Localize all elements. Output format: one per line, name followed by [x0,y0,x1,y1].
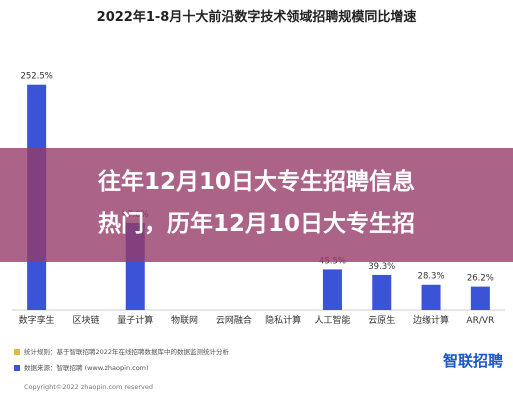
category-label-4: 云网融合 [216,314,252,326]
category-label-0: 数字孪生 [19,314,55,326]
category-label-1: 区块链 [72,314,99,326]
data-source-note: 数据来源：智联招聘 (www.zhaopin.com) [14,362,149,372]
value-label-8: 28.3% [418,272,445,282]
overlay-banner: 往年12月10日大专生招聘信息 热门，历年12月10日大专生招 [0,148,513,262]
category-label-5: 隐私计算 [265,314,301,326]
copyright-text: Copyright©2022 zhaopin.com reserved [24,383,153,391]
category-label-9: AR/VR [466,316,494,326]
statistics-rule-text: 统计规则：基于智联招聘2022年在线招聘数据库中的数据监测统计分析 [24,348,230,356]
bar-8 [421,284,441,310]
bar-6 [322,269,342,310]
banner-headline-line-2: 热门，历年12月10日大专生招 [97,211,415,237]
value-label-0: 252.5% [20,72,52,82]
value-label-9: 26.2% [467,274,494,284]
category-label-2: 量子计算 [117,314,153,326]
note-dot-icon [14,365,20,371]
category-label-3: 物联网 [171,314,198,326]
bar-7 [372,274,392,310]
statistics-rule-note: 统计规则：基于智联招聘2022年在线招聘数据库中的数据监测统计分析 [14,346,229,356]
bar-9 [470,286,490,310]
zhaopin-logo: 智联招聘 [442,352,503,370]
value-label-7: 39.3% [368,262,395,272]
note-dot-icon [14,349,20,355]
banner-headline-line-1: 往年12月10日大专生招聘信息 [97,169,415,195]
category-label-7: 云原生 [368,314,395,326]
category-label-8: 边缘计算 [413,314,449,326]
chart-title: 2022年1-8月十大前沿数字技术领域招聘规模同比增速 [96,10,417,25]
category-label-6: 人工智能 [314,314,350,326]
data-source-text: 数据来源：智联招聘 (www.zhaopin.com) [24,364,149,372]
